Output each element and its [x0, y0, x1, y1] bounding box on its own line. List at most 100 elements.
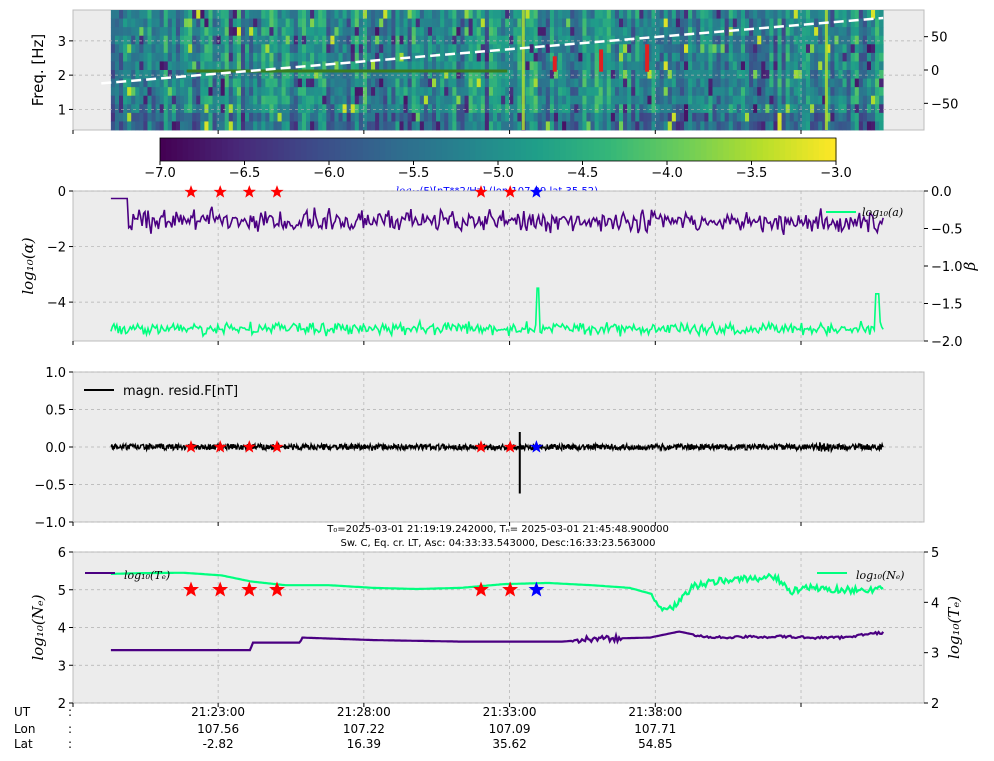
heatmap-cell: [777, 35, 782, 45]
heatmap-cell: [358, 95, 364, 105]
heatmap-cell: [728, 10, 734, 19]
heatmap-cell: [265, 52, 270, 62]
heatmap-cell: [456, 44, 461, 54]
heatmap-cell: [549, 61, 555, 71]
heatmap-cell: [383, 104, 388, 114]
heatmap-cell: [781, 35, 787, 45]
heatmap-cell: [114, 95, 120, 105]
heatmap-cell: [627, 95, 632, 105]
heatmap-cell: [810, 78, 815, 88]
heatmap-cell: [688, 70, 693, 79]
heatmap-cell: [220, 121, 226, 131]
heatmap-cell: [419, 10, 425, 19]
heatmap-cell: [708, 87, 713, 97]
heatmap-cell: [659, 70, 665, 79]
heatmap-cell: [192, 35, 197, 45]
heatmap-cell: [277, 44, 282, 54]
heatmap-cell: [545, 121, 551, 131]
heatmap-cell: [200, 112, 205, 122]
heatmap-cell: [675, 52, 681, 62]
heatmap-cell: [716, 87, 721, 97]
heatmap-cell: [606, 27, 612, 37]
heatmap-cell: [245, 121, 250, 131]
x-table-cell: 107.71: [634, 722, 676, 736]
heatmap-cell: [545, 35, 551, 45]
heatmap-cell: [862, 18, 868, 28]
colorbar-cell: [469, 138, 477, 161]
heatmap-cell: [574, 78, 579, 88]
heatmap-cell: [712, 121, 717, 131]
heatmap-cell: [119, 52, 124, 62]
heatmap-cell: [712, 44, 717, 54]
heatmap-cell: [501, 27, 506, 37]
heatmap-cell: [297, 10, 303, 19]
heatmap-cell: [618, 61, 624, 71]
heatmap-cell: [623, 78, 628, 88]
heatmap-cell: [403, 95, 409, 105]
heatmap-cell: [297, 18, 303, 28]
heatmap-cell: [354, 44, 360, 54]
heatmap-cell: [110, 61, 116, 71]
heatmap-cell: [448, 27, 453, 37]
heatmap-cell: [745, 87, 750, 97]
heatmap-cell: [838, 121, 843, 131]
heatmap-cell: [265, 95, 270, 105]
heatmap-cell: [135, 121, 140, 131]
colorbar-cell: [255, 138, 262, 161]
heatmap-cell: [757, 121, 762, 131]
heatmap-cell: [509, 112, 514, 122]
heatmap-cell: [330, 44, 335, 54]
heatmap-cell: [562, 78, 567, 88]
heatmap-cell: [797, 27, 803, 37]
heatmap-cell: [712, 61, 717, 71]
heatmap-cell: [846, 104, 852, 114]
heatmap-cell: [671, 44, 677, 54]
heatmap-cell: [745, 44, 750, 54]
colorbar-cell: [650, 138, 657, 161]
heatmap-cell: [810, 35, 815, 45]
heatmap-cell: [647, 121, 652, 131]
colorbar-cell: [312, 138, 319, 161]
heatmap-cell: [236, 52, 242, 62]
heatmap-cell: [261, 112, 266, 122]
heatmap-cell: [366, 95, 372, 105]
heatmap-cell: [679, 70, 685, 79]
heatmap-cell: [724, 44, 730, 54]
heatmap-cell: [728, 104, 734, 114]
heatmap-cell: [651, 95, 656, 105]
heatmap-cell: [119, 70, 124, 79]
heatmap-cell: [801, 44, 807, 54]
heatmap-cell: [432, 61, 437, 71]
heatmap-cell: [322, 121, 327, 131]
heatmap-cell: [151, 87, 156, 97]
heatmap-cell: [618, 87, 624, 97]
heatmap-cell: [419, 61, 425, 71]
heatmap-cell: [297, 121, 303, 131]
y-tick-label: 4: [58, 622, 66, 637]
heatmap-cell: [127, 95, 132, 105]
heatmap-cell: [240, 104, 246, 114]
heatmap-cell: [200, 52, 205, 62]
heatmap-cell: [492, 87, 498, 97]
heatmap-cell: [716, 44, 721, 54]
heatmap-cell: [830, 104, 835, 114]
heatmap-cell: [862, 61, 868, 71]
heatmap-cell: [712, 18, 717, 28]
colorbar-cell: [362, 138, 370, 161]
heatmap-cell: [639, 95, 644, 105]
heatmap-cell: [716, 70, 721, 79]
heatmap-cell: [614, 104, 620, 114]
heatmap-cell: [427, 52, 433, 62]
heatmap-cell: [232, 95, 238, 105]
heatmap-cell: [545, 70, 551, 79]
heatmap-cell: [147, 61, 152, 71]
heatmap-cell: [310, 78, 315, 88]
heatmap-cell: [671, 87, 677, 97]
heatmap-cell: [212, 112, 217, 122]
heatmap-cell: [818, 52, 823, 62]
heatmap-cell: [549, 104, 555, 114]
heatmap-cell: [415, 121, 421, 131]
heatmap-cell: [854, 18, 860, 28]
heatmap-cell: [350, 95, 356, 105]
heatmap-cell: [147, 10, 152, 19]
